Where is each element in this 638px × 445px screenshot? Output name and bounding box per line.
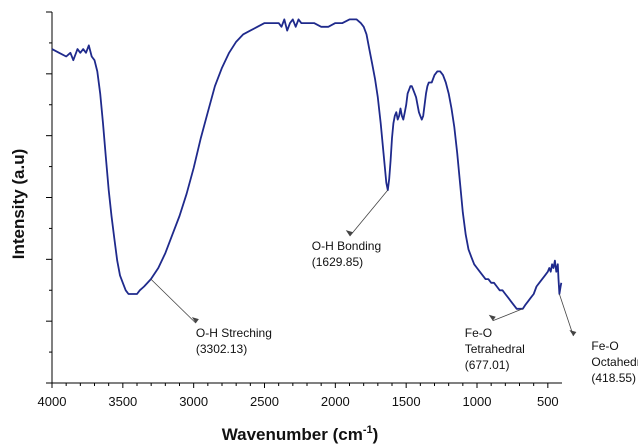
annotation-arrowhead [569,329,577,336]
annotation-leader [349,189,389,237]
annotation-leader [558,293,574,337]
annotations: O-H Streching (3302.13) O-H Bonding (1629.8… [150,189,638,385]
x-tick-label: 500 [537,394,559,409]
x-axis-title-main: Wavenumber (cm [222,425,363,444]
x-tick-label: 3500 [108,394,137,409]
annotation-text: Fe-O [591,339,618,353]
annotation-text: Fe-O [465,326,492,340]
annotation-text: O-H Streching [196,326,272,340]
x-tick-label: 1500 [392,394,421,409]
annotation-text: O-H Bonding [312,239,381,253]
y-axis-title: Intensity (a.u) [9,149,28,260]
annotation-text: Octahedral [591,355,638,369]
x-tick-label: 4000 [38,394,67,409]
annotation-text: (677.01) [465,358,510,372]
x-axis-title-superscript: -1 [363,424,373,436]
x-ticks: 4000 3500 3000 2500 2000 1500 1000 500 [38,383,559,409]
x-axis-title: Wavenumber (cm-1) [222,424,379,444]
series-line [51,18,563,310]
y-ticks [46,11,52,384]
x-tick-label: 3000 [179,394,208,409]
x-axis-title-suffix: ) [373,425,379,444]
annotation-text: Tetrahedral [465,342,525,356]
annotation-text: (418.55) [591,371,636,385]
x-tick-label: 1000 [463,394,492,409]
annotation-leader [492,308,523,322]
annotation-text: (1629.85) [312,255,363,269]
x-tick-label: 2500 [250,394,279,409]
annotation-arrowhead [488,314,496,321]
annotation-arrowhead [345,230,353,237]
annotation-text: (3302.13) [196,342,247,356]
annotation-arrowhead [191,317,199,324]
x-tick-label: 2000 [321,394,350,409]
annotation-leader [150,278,197,324]
